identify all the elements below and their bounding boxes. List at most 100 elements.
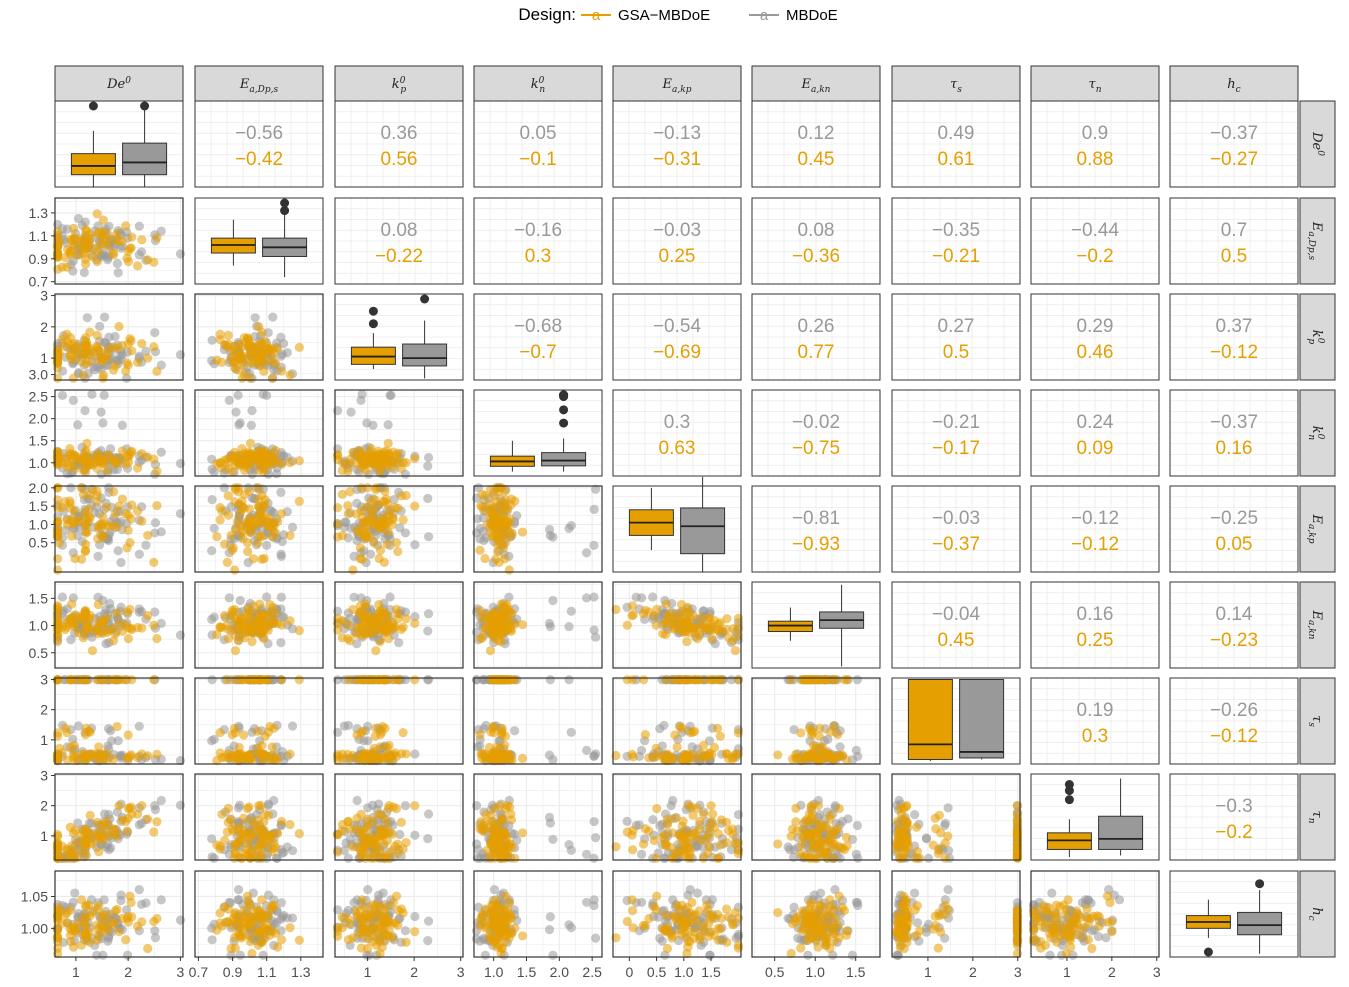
scatter-point-gsa-mbdoe	[237, 342, 247, 352]
panel-6-5	[751, 675, 881, 766]
scatter-point-gsa-mbdoe	[796, 728, 806, 738]
scatter-point-gsa-mbdoe	[839, 675, 850, 685]
scatter-point-mbdoe	[246, 420, 256, 430]
scatter-point-gsa-mbdoe	[127, 346, 137, 356]
panel-border	[334, 197, 464, 285]
scatter-point-gsa-mbdoe	[475, 730, 485, 740]
scatter-point-gsa-mbdoe	[81, 445, 91, 456]
column-strip-3: k0 n	[473, 65, 603, 102]
panel-2-5: 0.26 0.77	[751, 293, 881, 381]
scatter-point-gsa-mbdoe	[223, 463, 233, 474]
scatter-point-mbdoe	[385, 390, 395, 401]
scatter-point-gsa-mbdoe	[122, 543, 132, 553]
scatter-point-gsa-mbdoe	[332, 503, 343, 513]
panel-5-5	[751, 581, 881, 669]
strip-label: Ea,kn	[801, 77, 831, 95]
scatter-point-gsa-mbdoe	[273, 753, 283, 764]
scatter-point-gsa-mbdoe	[255, 531, 265, 541]
scatter-point-gsa-mbdoe	[715, 731, 725, 741]
scatter-point-mbdoe	[82, 313, 92, 323]
correlation-mbdoe: −0.04	[932, 604, 981, 625]
scatter-point-gsa-mbdoe	[332, 751, 343, 762]
scatter-point-gsa-mbdoe	[223, 633, 233, 644]
correlation-gsa-mbdoe: 0.45	[798, 149, 835, 170]
scatter-point-gsa-mbdoe	[252, 726, 263, 736]
scatter-point-gsa-mbdoe	[244, 341, 254, 351]
scatter-point-gsa-mbdoe	[102, 465, 112, 476]
scatter-point-gsa-mbdoe	[237, 450, 248, 460]
scatter-point-gsa-mbdoe	[477, 633, 487, 643]
scatter-point-gsa-mbdoe	[137, 801, 147, 811]
scatter-point-gsa-mbdoe	[667, 752, 677, 763]
scatter-point-gsa-mbdoe	[143, 814, 153, 824]
scatter-point-gsa-mbdoe	[65, 675, 75, 685]
scatter-point-mbdoe	[851, 745, 861, 755]
scatter-point-gsa-mbdoe	[92, 491, 102, 501]
boxplot-mbdoe	[262, 198, 308, 278]
scatter-point-gsa-mbdoe	[332, 450, 343, 460]
scatter-point-gsa-mbdoe	[677, 675, 687, 685]
scatter-point-gsa-mbdoe	[500, 625, 510, 635]
scatter-point-gsa-mbdoe	[68, 343, 79, 353]
scatter-point-gsa-mbdoe	[384, 740, 394, 750]
scatter-point-mbdoe	[365, 549, 376, 559]
scatter-point-mbdoe	[90, 365, 100, 375]
box	[959, 679, 1005, 759]
scatter-point-mbdoe	[566, 727, 576, 737]
scatter-point-gsa-mbdoe	[398, 515, 408, 525]
scatter-point-gsa-mbdoe	[490, 554, 501, 564]
panel-4-0	[52, 483, 186, 575]
scatter-point-gsa-mbdoe	[68, 517, 79, 527]
scatter-point-gsa-mbdoe	[688, 727, 698, 737]
scatter-point-gsa-mbdoe	[667, 613, 677, 623]
panel-border	[891, 100, 1021, 188]
scatter-point-mbdoe	[287, 721, 298, 731]
scatter-point-gsa-mbdoe	[730, 646, 740, 656]
scatter-point-mbdoe	[150, 328, 160, 338]
scatter-point-gsa-mbdoe	[76, 357, 87, 367]
scatter-point-gsa-mbdoe	[393, 546, 403, 557]
scatter-point-gsa-mbdoe	[108, 520, 118, 531]
legend-key-mbdoe: a	[749, 7, 779, 24]
strip-label: Ea,Dp,s	[239, 77, 279, 95]
scatter-point-gsa-mbdoe	[812, 675, 822, 685]
strip-label: hc	[1227, 77, 1240, 95]
scatter-point-gsa-mbdoe	[81, 627, 92, 637]
scatter-point-mbdoe	[87, 389, 97, 399]
scatter-point-mbdoe	[423, 626, 433, 636]
box	[680, 507, 726, 555]
scatter-point-gsa-mbdoe	[721, 749, 732, 759]
scatter-point-mbdoe	[332, 406, 343, 416]
panel-4-5: −0.81 −0.93	[751, 485, 881, 573]
correlation-gsa-mbdoe: −0.31	[653, 149, 701, 170]
panel-border	[1030, 389, 1160, 477]
scatter-point-gsa-mbdoe	[262, 356, 273, 367]
scatter-point-gsa-mbdoe	[355, 554, 365, 564]
scatter-point-gsa-mbdoe	[500, 751, 510, 762]
scatter-point-gsa-mbdoe	[332, 519, 343, 529]
scatter-point-mbdoe	[57, 592, 68, 602]
panel-5-0	[52, 581, 186, 669]
scatter-point-gsa-mbdoe	[52, 554, 63, 564]
scatter-point-gsa-mbdoe	[652, 604, 662, 614]
row-strip-0: De0	[1299, 100, 1336, 188]
scatter-point-gsa-mbdoe	[398, 727, 408, 738]
scatter-point-gsa-mbdoe	[220, 539, 230, 549]
scatter-point-gsa-mbdoe	[112, 608, 122, 618]
panel-1-0	[52, 197, 186, 285]
scatter-point-mbdoe	[247, 406, 257, 416]
scatter-point-gsa-mbdoe	[222, 675, 232, 685]
correlation-mbdoe: −0.68	[514, 316, 562, 337]
panel-border	[54, 389, 184, 477]
panel-border	[194, 293, 324, 381]
scatter-point-gsa-mbdoe	[256, 351, 267, 361]
correlation-mbdoe: 0.3	[664, 412, 690, 433]
scatter-point-gsa-mbdoe	[360, 527, 371, 537]
scatter-point-gsa-mbdoe	[244, 486, 254, 496]
panel-border	[1169, 293, 1299, 381]
scatter-point-gsa-mbdoe	[237, 625, 248, 635]
scatter-point-mbdoe	[352, 498, 362, 508]
panel-7-1	[194, 773, 324, 863]
panel-3-7: 0.24 0.09	[1030, 389, 1160, 477]
scatter-point-gsa-mbdoe	[348, 447, 358, 457]
